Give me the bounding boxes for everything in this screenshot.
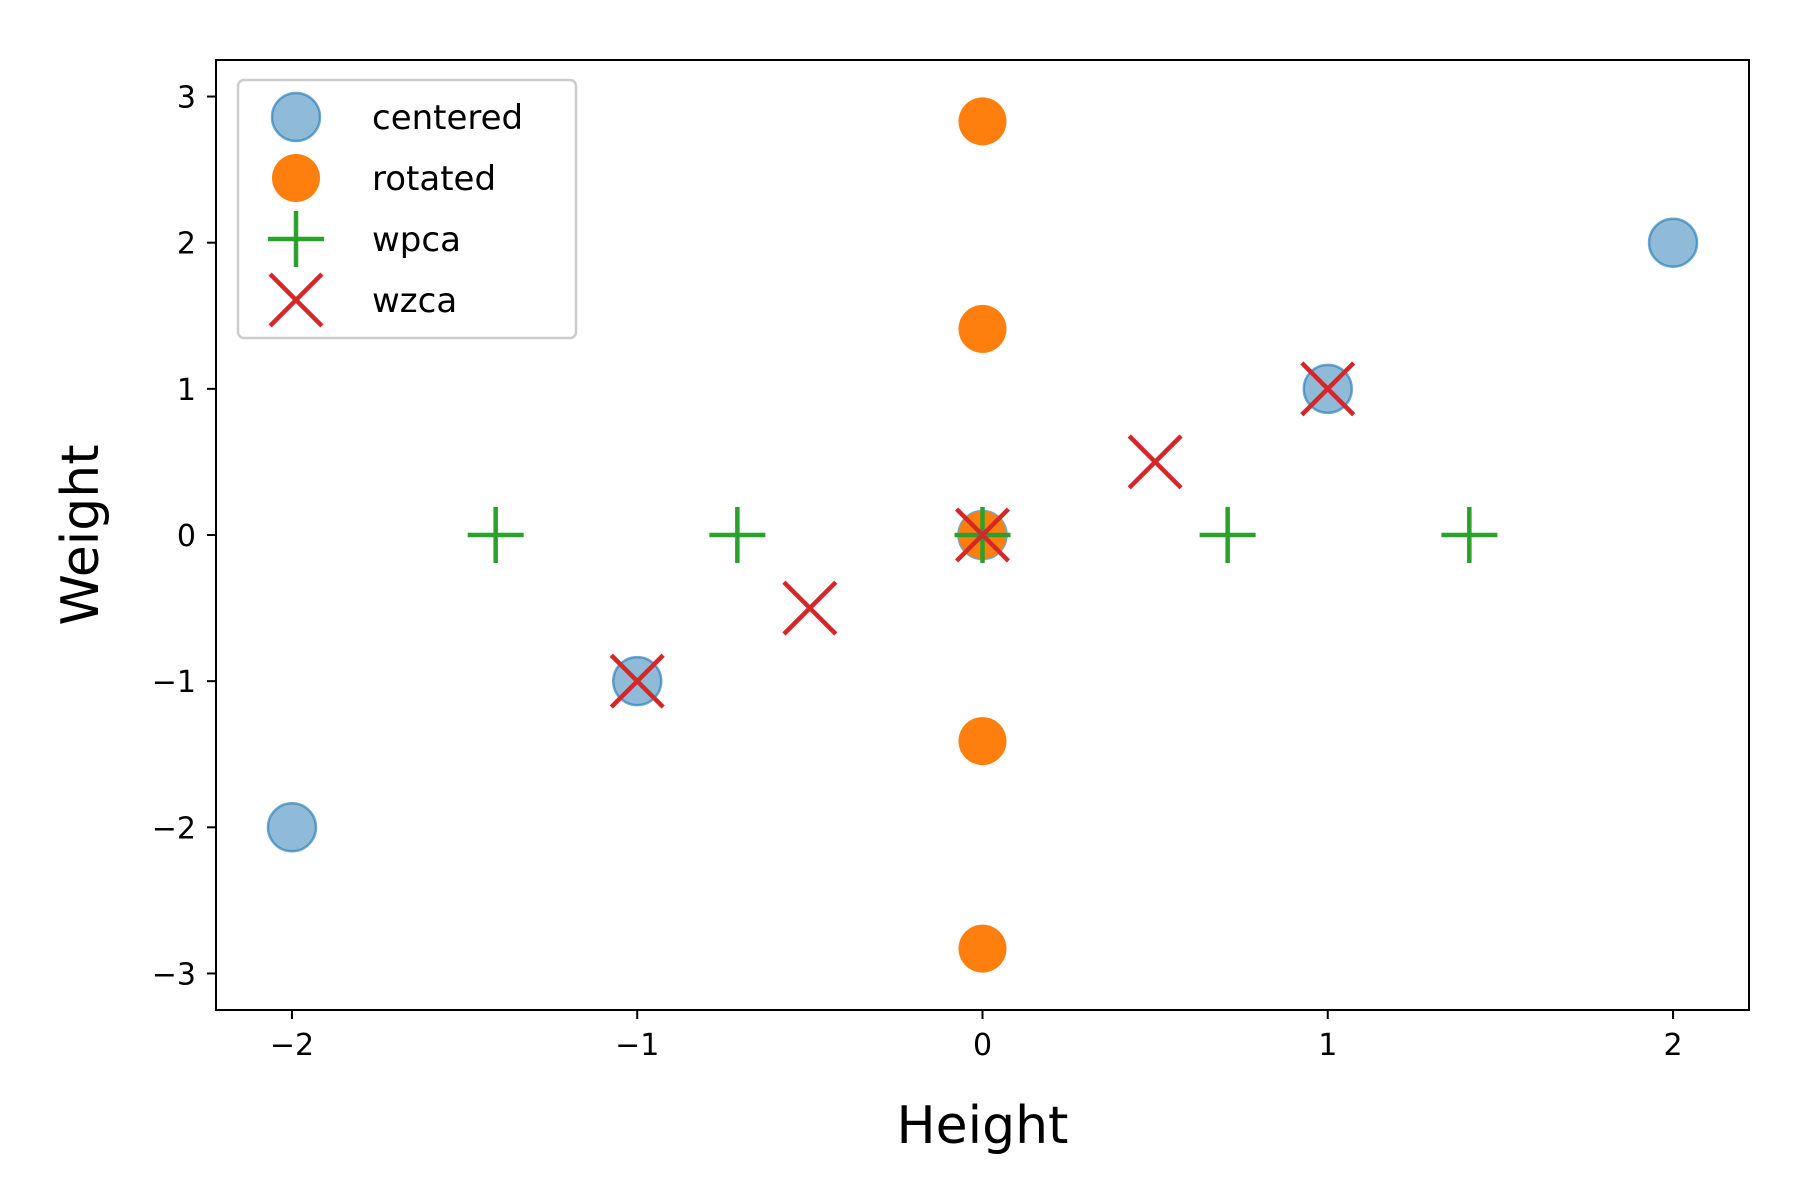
wpca-point bbox=[268, 211, 324, 267]
centered-point bbox=[270, 91, 322, 143]
rotated-point bbox=[958, 924, 1007, 973]
y-tick-label: 0 bbox=[177, 519, 196, 554]
x-tick-label: 1 bbox=[1318, 1028, 1337, 1063]
y-tick-label: 3 bbox=[177, 81, 196, 116]
rotated-point bbox=[272, 154, 320, 202]
centered-point bbox=[266, 802, 318, 853]
rotated-point bbox=[958, 304, 1007, 353]
rotated-point bbox=[958, 97, 1007, 146]
legend-entry-wzca: wzca bbox=[268, 272, 457, 328]
x-tick-label: −1 bbox=[615, 1028, 659, 1063]
wzca-point bbox=[1127, 434, 1183, 490]
legend-label: wzca bbox=[372, 281, 457, 321]
y-axis-ticks: −3 −2 −1 0 1 2 3 bbox=[152, 81, 216, 992]
series-wzca bbox=[609, 361, 1356, 709]
wzca-point bbox=[268, 272, 324, 328]
wzca-point bbox=[1300, 361, 1356, 417]
legend-label: rotated bbox=[372, 159, 496, 199]
x-tick-label: −2 bbox=[270, 1028, 314, 1063]
legend-box bbox=[236, 78, 578, 340]
y-axis-title: Weight bbox=[51, 444, 111, 625]
y-tick-label: 1 bbox=[177, 373, 196, 408]
wpca-point bbox=[1199, 507, 1256, 563]
legend-entry-rotated: rotated bbox=[272, 154, 496, 202]
rotated-point bbox=[958, 717, 1007, 766]
legend-label: centered bbox=[372, 98, 523, 138]
x-tick-label: 0 bbox=[973, 1028, 992, 1063]
legend-label: wpca bbox=[372, 220, 461, 260]
legend-entry-centered: centered bbox=[270, 91, 523, 143]
y-tick-label: 2 bbox=[177, 227, 196, 262]
plot-marks bbox=[266, 97, 1699, 973]
series-wpca bbox=[467, 507, 1498, 563]
wpca-point bbox=[467, 507, 524, 563]
legend-entry-wpca: wpca bbox=[268, 211, 461, 267]
wpca-point bbox=[709, 507, 766, 563]
y-tick-label: −2 bbox=[152, 811, 196, 846]
wzca-point bbox=[609, 653, 665, 709]
y-tick-label: −3 bbox=[152, 957, 196, 992]
y-tick-label: −1 bbox=[152, 665, 196, 700]
centered-point bbox=[1647, 217, 1699, 268]
legend: centered rotated wpca wzca bbox=[236, 78, 578, 340]
x-tick-label: 2 bbox=[1663, 1028, 1682, 1063]
x-axis-ticks: −2 −1 0 1 2 bbox=[270, 1010, 1683, 1063]
wzca-point bbox=[782, 580, 838, 636]
x-axis-title: Height bbox=[897, 1096, 1069, 1156]
wpca-point bbox=[1441, 507, 1498, 563]
wzca-point bbox=[954, 507, 1011, 563]
